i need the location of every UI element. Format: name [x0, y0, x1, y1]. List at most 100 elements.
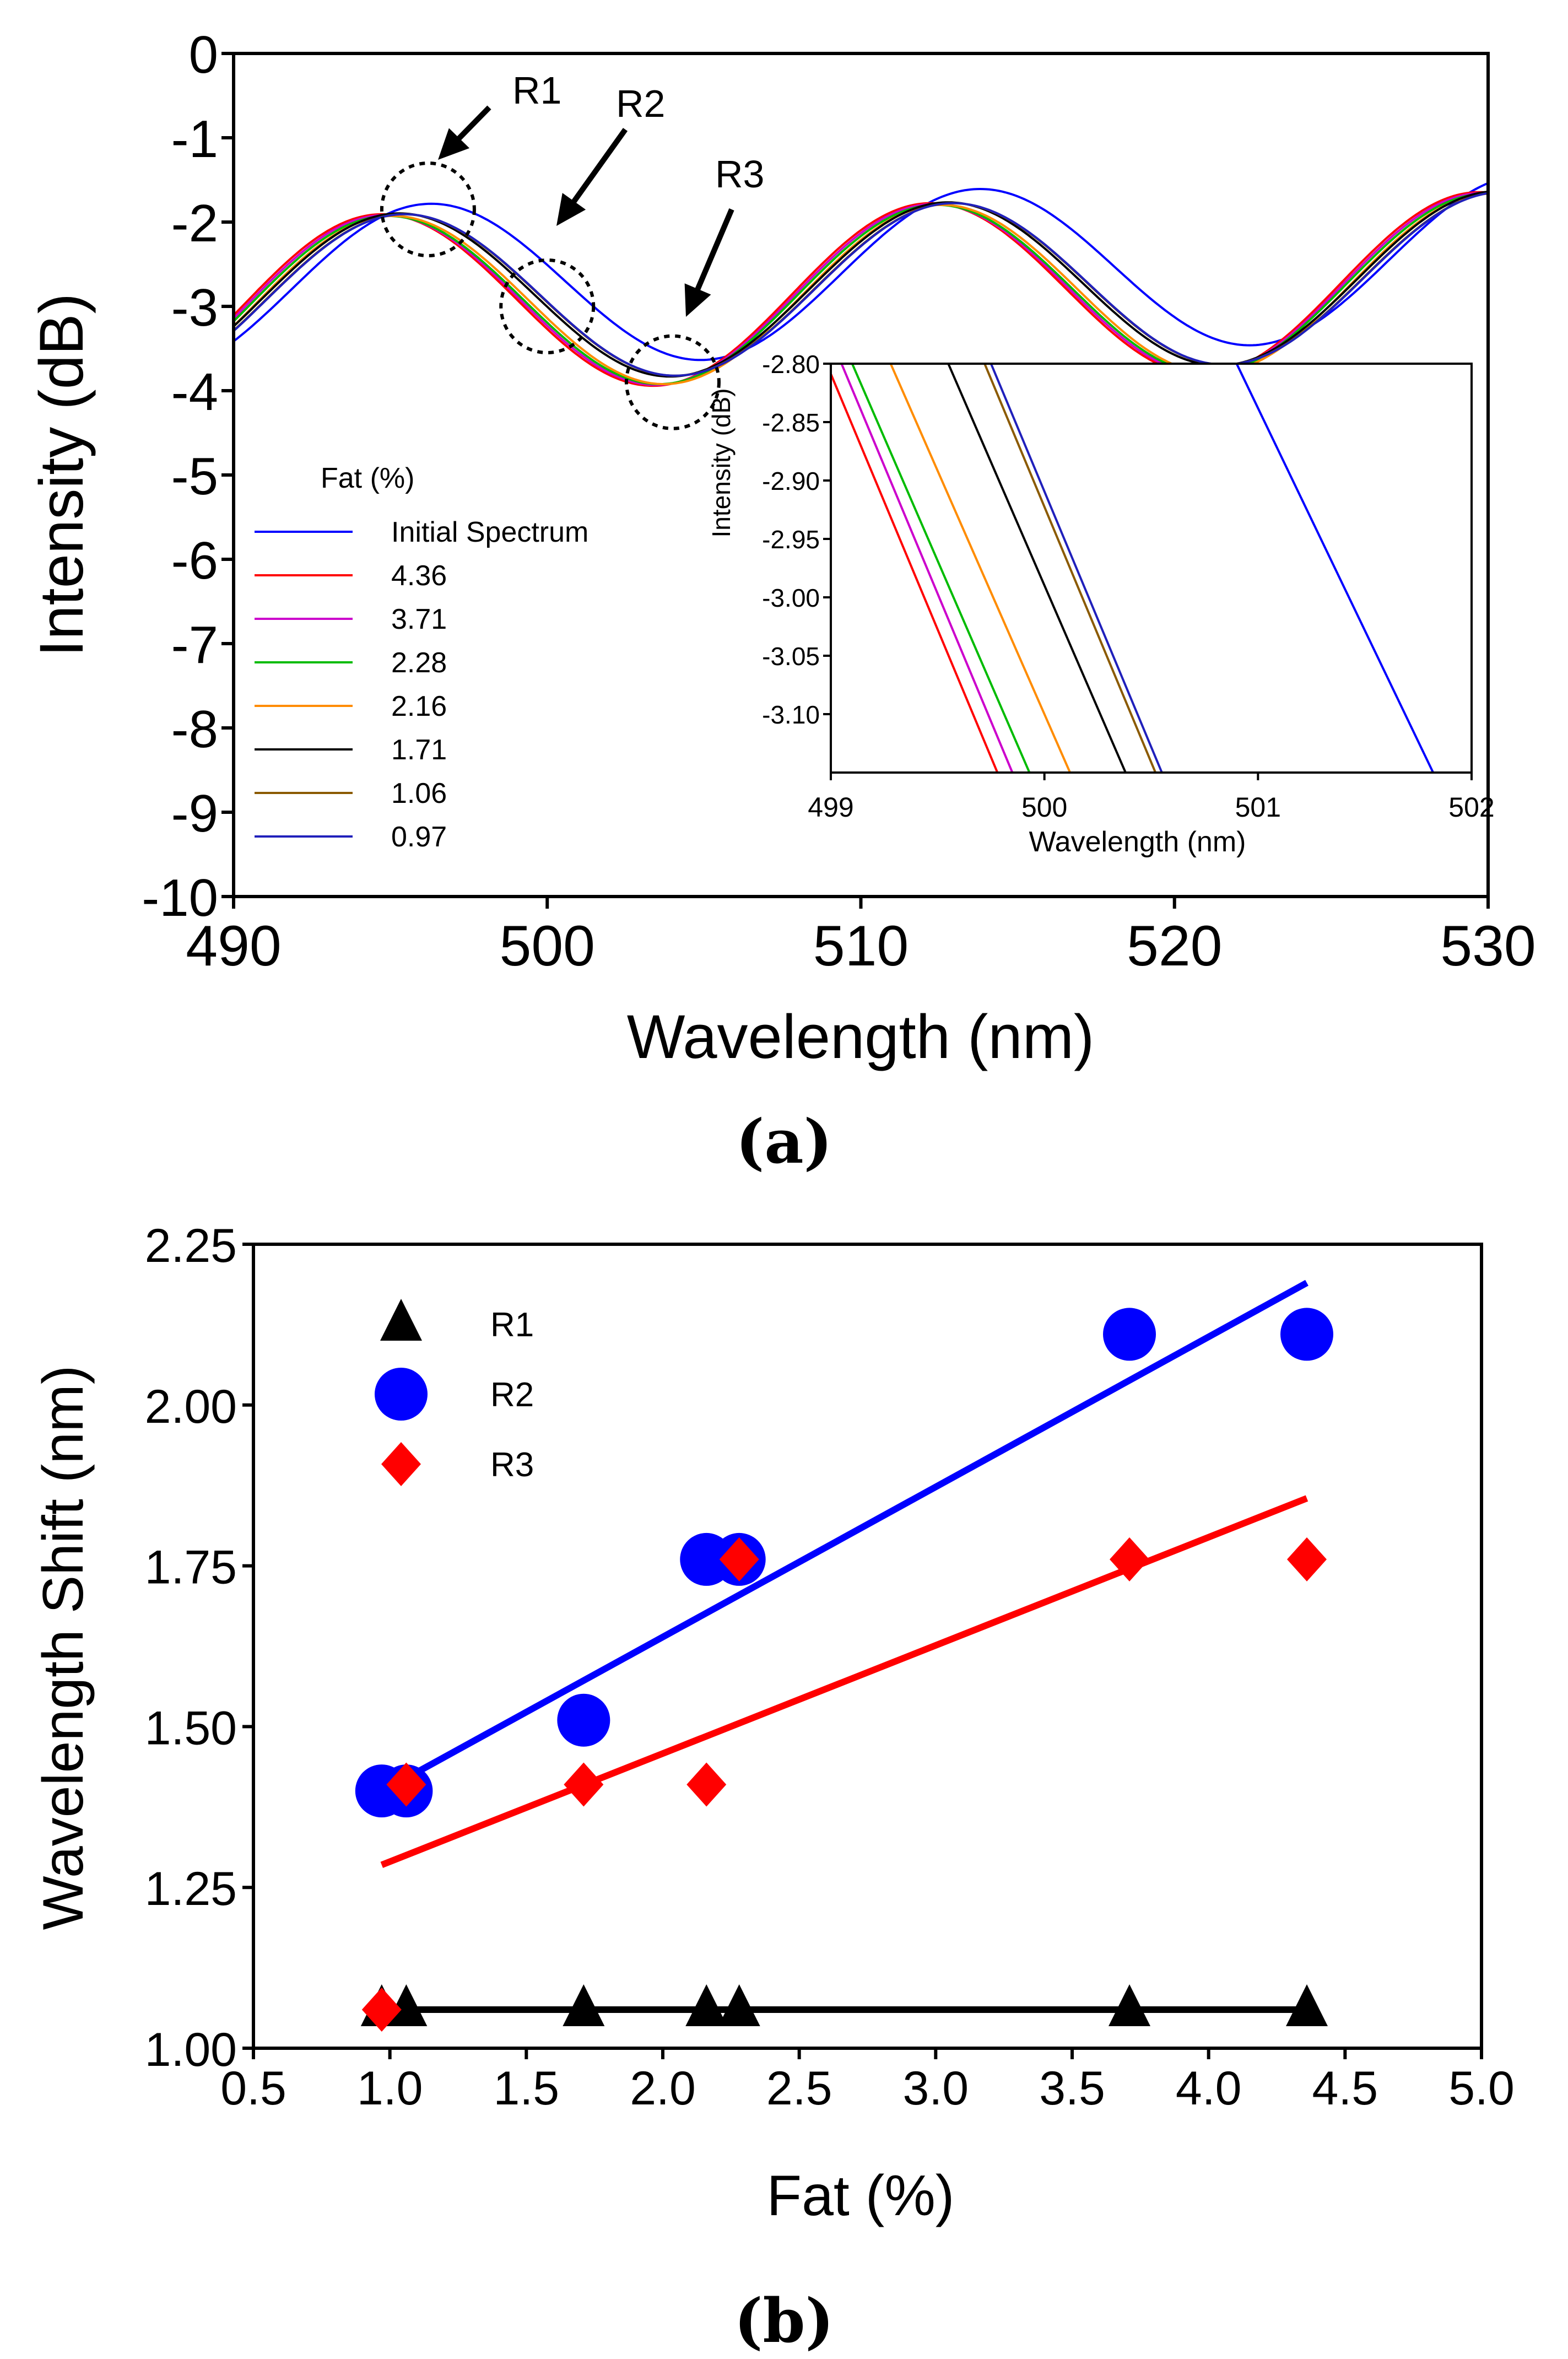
- y-tick-label: 0: [189, 25, 218, 84]
- inset-line-5: [983, 364, 1157, 773]
- spectrum-line-3: [234, 192, 1488, 386]
- inset-line-0: [831, 371, 999, 773]
- point-R1-3: [685, 1984, 728, 2026]
- y-tick-label: -10: [142, 868, 218, 927]
- fit-line-R3: [380, 1495, 1309, 1868]
- inset-x-axis-label: Wavelength (nm): [1029, 826, 1246, 858]
- legend-label: 3.71: [391, 603, 447, 635]
- y-tick-label: -6: [171, 531, 218, 590]
- point-R3-1: [386, 1762, 426, 1807]
- inset-y-tick-label: -2.85: [762, 408, 820, 437]
- point-R3-4: [719, 1537, 759, 1581]
- x-tick-label: 490: [186, 914, 282, 978]
- y-tick-label: -8: [171, 700, 218, 759]
- region-label-R2: R2: [616, 82, 665, 125]
- inset-y-tick-label: -2.80: [762, 350, 820, 379]
- region-circle-R1: [380, 161, 476, 258]
- point-R1-2: [563, 1984, 605, 2026]
- legend-label: R3: [490, 1446, 534, 1484]
- inset-x-tick-label: 499: [808, 792, 853, 823]
- point-R3-5: [1110, 1537, 1150, 1581]
- legend-label: R2: [490, 1376, 534, 1414]
- y-tick-label: -1: [171, 110, 218, 169]
- y-tick-label: -7: [171, 616, 218, 674]
- panel-b-y-axis-label: Wavelength Shift (nm): [31, 1365, 95, 1930]
- point-R2-2: [557, 1693, 610, 1747]
- panel-b-chart: R1 R2 R3 0.5 1.0 1.5 2.0 2.5 3.0 3.5 4.0 4.5 5.0 1.0…: [31, 1219, 1515, 2356]
- inset-line-2: [851, 364, 1031, 773]
- panel-a-x-axis-label: Wavelength (nm): [627, 1002, 1095, 1071]
- point-R2-5: [1103, 1308, 1156, 1361]
- region-arrow-head-R3: [684, 283, 711, 317]
- panel-a-caption: (a): [736, 1106, 832, 1177]
- b-y-tick-label: 2.25: [145, 1219, 237, 1272]
- point-R1-6: [1285, 1984, 1328, 2026]
- b-y-tick-label: 2.00: [145, 1380, 237, 1433]
- b-x-tick-label: 5.0: [1448, 2062, 1515, 2115]
- region-arrow-shaft-R2: [562, 128, 628, 216]
- point-R3-6: [1286, 1537, 1327, 1581]
- point-R3-3: [686, 1762, 727, 1807]
- b-x-tick-label: 3.5: [1039, 2062, 1105, 2115]
- b-y-tick-label: 1.25: [145, 1863, 237, 1915]
- inset-background: [831, 364, 1472, 773]
- panel-a-chart: R1 R2 R3 Fat (%) Initial Spectrum 4.36 3.71 2.…: [27, 25, 1536, 1177]
- point-R1-5: [1109, 1984, 1151, 2026]
- inset-frame: [830, 363, 1473, 774]
- x-tick-label: 510: [813, 914, 909, 978]
- legend-title: Fat (%): [321, 462, 414, 494]
- spectrum-line-6: [234, 192, 1488, 377]
- panel-a-y-axis-label: Intensity (dB): [27, 293, 96, 657]
- inset-line-1: [840, 364, 1014, 773]
- b-y-tick-label: 1.00: [145, 2023, 237, 2076]
- inset-line-6: [990, 364, 1163, 773]
- inset-line-4: [947, 364, 1127, 773]
- y-tick-label: -9: [171, 784, 218, 843]
- b-x-tick-label: 4.0: [1176, 2062, 1242, 2115]
- region-arrow-head-R1: [438, 128, 470, 160]
- y-tick-label: -2: [171, 194, 218, 253]
- spectrum-line-2: [234, 192, 1488, 386]
- legend-label: 2.16: [391, 690, 447, 722]
- legend-label: 1.06: [391, 778, 447, 809]
- inset-x-tick-label: 500: [1021, 792, 1067, 823]
- panel-b-plot-frame: [252, 1243, 1483, 2050]
- legend-label: 0.97: [391, 821, 447, 853]
- inset-line-3: [889, 364, 1072, 773]
- fit-line-R2: [404, 1280, 1309, 1782]
- y-tick-label: -3: [171, 278, 218, 337]
- y-tick-label: -4: [171, 363, 218, 422]
- region-label-R1: R1: [512, 69, 561, 112]
- legend-marker-R2: [375, 1368, 428, 1421]
- x-tick-label: 520: [1127, 914, 1223, 978]
- region-circle-R3: [624, 334, 721, 430]
- inset-y-tick-label: -2.90: [762, 467, 820, 495]
- legend-label: 4.36: [391, 560, 447, 592]
- panel-b-caption: (b): [734, 2285, 834, 2356]
- b-y-tick-label: 1.50: [145, 1702, 237, 1755]
- legend-label: 1.71: [391, 734, 447, 766]
- legend-marker-R1: [380, 1299, 422, 1341]
- spectrum-line-5: [234, 190, 1488, 378]
- x-tick-label: 500: [499, 914, 595, 978]
- b-x-tick-label: 3.0: [903, 2062, 969, 2115]
- b-x-tick-label: 2.0: [630, 2062, 696, 2115]
- y-tick-label: -5: [171, 447, 218, 506]
- point-R3-2: [564, 1762, 604, 1807]
- spectrum-line-0: [234, 182, 1488, 361]
- inset-y-tick-label: -2.95: [762, 525, 820, 554]
- point-R3-0: [361, 1987, 402, 2032]
- x-tick-label: 530: [1440, 914, 1536, 978]
- point-R2-6: [1280, 1308, 1333, 1361]
- inset-y-tick-label: -3.10: [762, 700, 820, 729]
- inset-line-7: [1235, 364, 1435, 773]
- legend-label: Initial Spectrum: [391, 516, 588, 548]
- b-y-tick-label: 1.75: [145, 1541, 237, 1594]
- inset-lines: [831, 364, 1435, 773]
- inset-y-tick-label: -3.00: [762, 584, 820, 612]
- legend-label: R1: [490, 1306, 534, 1344]
- panel-b-x-axis-label: Fat (%): [767, 2164, 955, 2228]
- spectrum-line-7: [234, 192, 1488, 377]
- region-arrow-head-R2: [556, 193, 586, 226]
